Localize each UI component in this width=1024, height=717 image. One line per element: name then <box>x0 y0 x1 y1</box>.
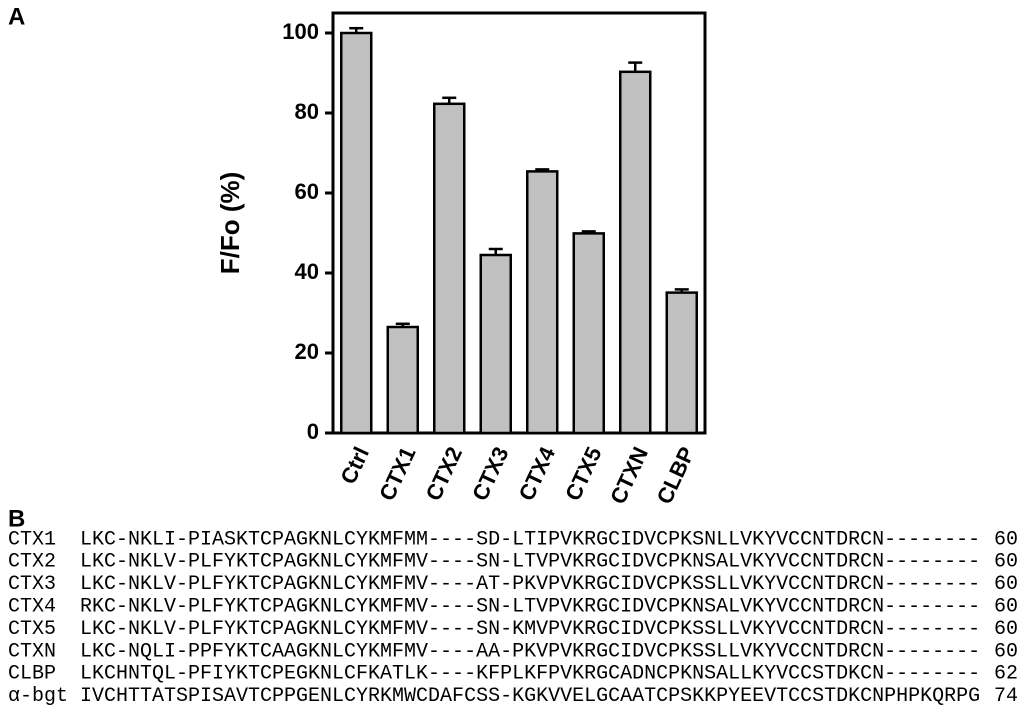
x-tick-label: CTXN <box>605 443 653 508</box>
sequence-name: CTX4 <box>8 595 56 618</box>
bar <box>340 31 373 435</box>
bar <box>619 70 652 435</box>
x-tick-label: CTX2 <box>421 443 467 505</box>
bar <box>665 291 698 435</box>
sequence-name: CTXN <box>8 640 56 663</box>
x-tick-label: CLBP <box>652 443 700 508</box>
sequence-name: α-bgt <box>8 685 68 708</box>
plot-frame <box>331 11 707 435</box>
sequence: LKC-NKLV-PLFYKTCPAGKNLCYKMFMV----SN-LTVP… <box>80 551 980 574</box>
sequence-name: CTX5 <box>8 618 56 641</box>
sequence-length: 60 <box>994 573 1018 596</box>
y-tick-label: 100 <box>282 19 319 44</box>
x-tick-label: CTX4 <box>514 442 561 504</box>
sequence-name: CTX1 <box>8 528 56 551</box>
y-tick-label: 80 <box>295 99 319 124</box>
bar <box>479 253 512 435</box>
y-axis-label: F/Fo (%) <box>215 172 245 275</box>
sequence-length: 60 <box>994 551 1018 574</box>
sequence: LKCHNTQL-PFIYKTCPEGKNLCFKATLK----KFPLKFP… <box>80 663 980 686</box>
sequence-name: CTX2 <box>8 551 56 574</box>
x-tick-label: Ctrl <box>335 443 374 488</box>
bar <box>572 232 605 435</box>
panel-label: B <box>8 505 25 532</box>
sequence-length: 62 <box>994 663 1018 686</box>
y-tick-label: 40 <box>295 259 319 284</box>
sequence: LKC-NKLV-PLFYKTCPAGKNLCYKMFMV----AT-PKVP… <box>80 573 980 596</box>
sequence-length: 60 <box>994 595 1018 618</box>
y-tick-label: 20 <box>295 339 319 364</box>
sequence-length: 60 <box>994 640 1018 663</box>
sequence-length: 60 <box>994 618 1018 641</box>
sequence: RKC-NKLV-PLFYKTCPAGKNLCYKMFMV----SN-LTVP… <box>80 595 980 618</box>
bar <box>526 170 559 435</box>
sequence: LKC-NKLV-PLFYKTCPAGKNLCYKMFMV----SN-KMVP… <box>80 618 980 641</box>
panel-label: A <box>8 3 25 30</box>
sequence: IVCHTTATSPISAVTCPPGENLCYRKMWCDAFCSS-KGKV… <box>80 685 980 708</box>
x-tick-label: CTX1 <box>374 443 420 505</box>
bar <box>386 325 419 435</box>
sequence-length: 60 <box>994 528 1018 551</box>
x-tick-label: CTX3 <box>467 443 513 505</box>
sequence-length: 74 <box>994 685 1018 708</box>
sequence-name: CLBP <box>8 663 56 686</box>
sequence-name: CTX3 <box>8 573 56 596</box>
sequence: LKC-NKLI-PIASKTCPAGKNLCYKMFMM----SD-LTIP… <box>80 528 980 551</box>
sequence: LKC-NQLI-PPFYKTCAAGKNLCYKMFMV----AA-PKVP… <box>80 640 980 663</box>
y-tick-label: 60 <box>295 179 319 204</box>
bar <box>433 102 466 435</box>
y-tick-label: 0 <box>307 419 319 444</box>
x-tick-label: CTX5 <box>560 443 606 505</box>
